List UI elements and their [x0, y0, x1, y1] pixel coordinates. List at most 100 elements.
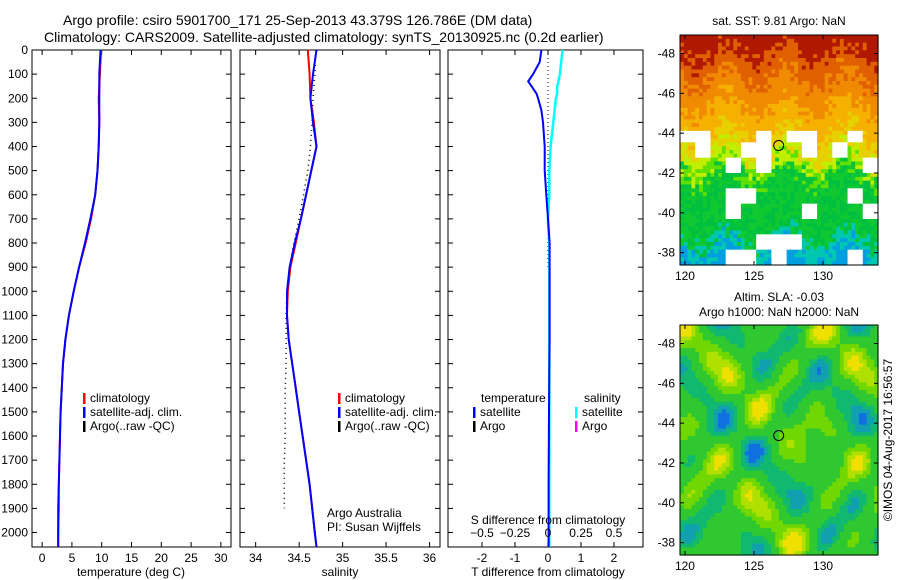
map-cell	[775, 211, 780, 216]
map-cell	[699, 401, 704, 407]
y-tick-label: 600	[8, 188, 28, 202]
map-cell	[839, 100, 845, 105]
map-cell	[858, 134, 864, 140]
map-cell	[733, 46, 738, 51]
map-cell	[714, 340, 719, 345]
map-cell	[683, 242, 689, 247]
map-cell	[779, 420, 784, 426]
map-cell	[710, 192, 715, 197]
map-cell	[843, 77, 849, 82]
map-cell	[775, 257, 780, 262]
map-cell	[809, 184, 814, 189]
map-cell	[851, 134, 856, 140]
map-cell	[733, 54, 738, 59]
map-cell	[680, 207, 685, 212]
map-cell	[817, 390, 822, 395]
map-cell	[721, 115, 727, 120]
map-cell	[748, 73, 753, 78]
map-cell	[809, 219, 814, 224]
map-cell	[752, 436, 757, 441]
map-cell	[740, 234, 746, 239]
map-cell	[714, 405, 719, 410]
map-cell	[782, 382, 788, 387]
map-cell	[714, 371, 719, 376]
map-cell	[870, 215, 875, 220]
map-cell	[855, 261, 860, 266]
map-cell	[805, 219, 811, 224]
map-cell	[832, 249, 837, 255]
map-cell	[756, 192, 761, 197]
map-cell	[752, 35, 757, 40]
map-cell	[847, 115, 852, 120]
map-cell	[847, 436, 852, 441]
map-cell	[737, 150, 742, 155]
map-cell	[779, 215, 784, 220]
map-cell	[798, 386, 803, 391]
map-cell	[870, 325, 875, 330]
map-cell	[813, 104, 818, 109]
map-cell	[824, 424, 830, 430]
map-cell	[866, 146, 871, 151]
y-tick-label: 500	[8, 164, 28, 178]
map-cell	[714, 348, 719, 353]
s-tick-label: −0.25	[500, 526, 531, 540]
map-cell	[702, 92, 708, 97]
map-cell	[851, 180, 856, 186]
map-cell	[714, 390, 719, 395]
map-cell	[786, 436, 792, 441]
map-cell	[718, 130, 723, 136]
map-cell	[805, 417, 811, 422]
map-cell	[748, 382, 753, 387]
map-cell	[695, 238, 700, 243]
map-cell	[695, 378, 700, 384]
map-cell	[695, 150, 700, 155]
legend-label: Argo	[582, 419, 608, 433]
map-cell	[729, 351, 734, 357]
map-cell	[699, 261, 704, 266]
map-cell	[855, 351, 860, 357]
map-cell	[752, 192, 757, 197]
map-cell	[794, 180, 799, 186]
map-cell	[801, 153, 807, 159]
map-cell	[855, 325, 860, 330]
map-cell	[862, 374, 868, 380]
map-cell	[683, 130, 689, 136]
map-cell	[832, 180, 837, 186]
map-cell	[771, 417, 776, 422]
map-cell	[706, 242, 712, 247]
map-cell	[695, 127, 700, 132]
map-cell	[858, 382, 864, 387]
map-cell	[748, 351, 753, 357]
map-cell	[702, 405, 708, 410]
map-cell	[699, 420, 704, 426]
map-cell	[794, 432, 799, 437]
map-cell	[832, 325, 837, 330]
map-cell	[805, 440, 811, 445]
map-cell	[862, 420, 868, 426]
map-cell	[691, 119, 696, 124]
map-cell	[714, 420, 719, 426]
map-cell	[798, 77, 803, 82]
map-cell	[820, 420, 826, 426]
map-cell	[695, 328, 700, 334]
map-cell	[710, 230, 715, 235]
map-cell	[820, 142, 826, 147]
map-cell	[843, 405, 849, 410]
map-cell	[779, 184, 784, 189]
map-cell	[858, 142, 864, 147]
map-cell	[779, 242, 784, 247]
map-cell	[695, 440, 700, 445]
map-cell	[836, 367, 841, 372]
map-cell	[699, 332, 704, 338]
map-cell	[721, 119, 727, 124]
map-cell	[729, 394, 734, 399]
map-cell	[699, 192, 704, 197]
map-cell	[798, 432, 803, 437]
map-cell	[870, 340, 875, 345]
map-cell	[710, 234, 715, 239]
map-cell	[870, 211, 875, 216]
map-cell	[805, 84, 811, 90]
map-cell	[725, 332, 731, 338]
map-cell	[737, 77, 742, 82]
map-cell	[839, 192, 845, 197]
